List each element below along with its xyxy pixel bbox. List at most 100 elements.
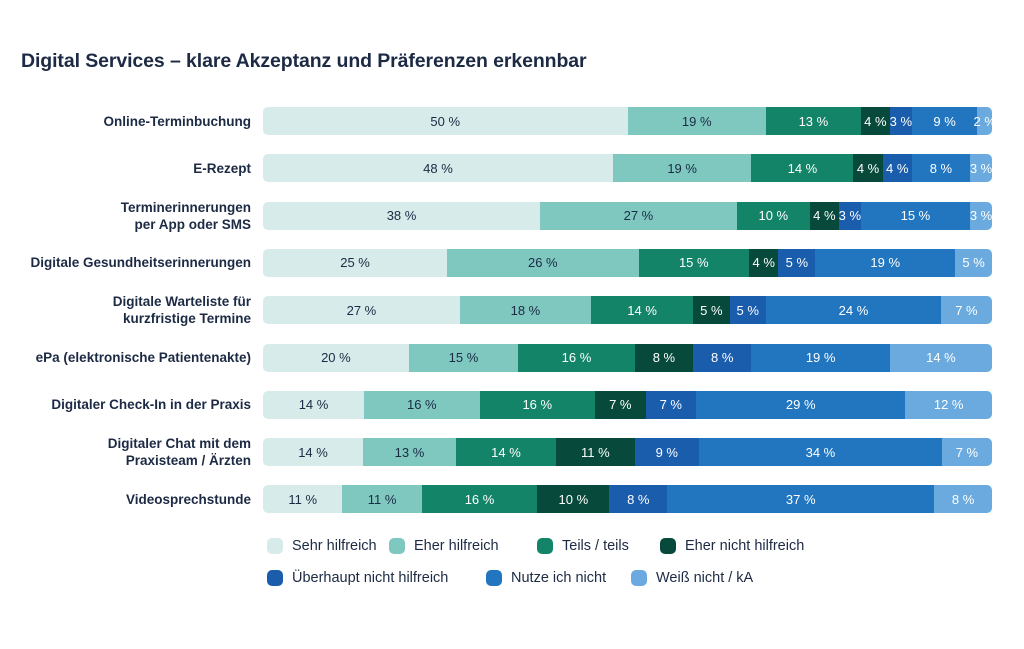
legend-swatch (537, 538, 553, 554)
data-label: 11 % (288, 491, 318, 507)
category-label: Online-Terminbuchung (104, 113, 252, 130)
data-label: 4 % (885, 160, 909, 176)
data-label: 38 % (386, 208, 417, 224)
bar-segment: 12 % (905, 390, 992, 419)
data-label: 15 % (448, 350, 479, 365)
data-label: 3 % (969, 160, 992, 176)
data-label: 8 % (711, 350, 734, 365)
bar-segment: 15 % (638, 248, 749, 277)
bar-segment: 10 % (537, 485, 610, 514)
bar-segment: 8 % (693, 343, 752, 372)
bar-segment: 5 % (778, 248, 816, 277)
stacked-bar: 20 % 15 % 16 % 8 % 8 % 19 % 14 % (263, 343, 992, 372)
legend-item: Sehr hilfreich (267, 538, 377, 554)
bar-segment: 7 % (941, 438, 992, 467)
bar-segment: 19 % (751, 343, 890, 372)
category-label: Digitale Warteliste für kurzfristige Term… (113, 293, 251, 327)
category-label-line: Videosprechstunde (125, 491, 251, 507)
stacked-bar: 48 % 19 % 14 % 4 % 4 % 8 % 3 % (263, 154, 992, 183)
bar-segment: 16 % (479, 390, 596, 419)
bar-segment: 4 % (882, 154, 912, 183)
legend-label: Eher nicht hilfreich (685, 538, 805, 554)
legend-item: Teils / teils (537, 538, 629, 554)
data-label: 8 % (627, 491, 650, 507)
legend-swatch (631, 570, 647, 586)
bar-segment: 5 % (693, 296, 730, 325)
data-label: 16 % (522, 397, 553, 413)
data-label: 8 % (951, 491, 975, 507)
bar-segment: 18 % (459, 296, 592, 325)
bar-segment: 11 % (263, 485, 343, 514)
bar-segment: 14 % (889, 343, 992, 372)
bar-segment: 16 % (518, 343, 635, 372)
data-label: 4 % (813, 208, 836, 224)
bar-segment: 38 % (263, 201, 541, 230)
stacked-bar: 27 % 18 % 14 % 5 % 5 % 24 % 7 % (263, 296, 992, 325)
legend-swatch (660, 538, 676, 554)
bar-segment: 7 % (940, 296, 992, 325)
category-label: Digitaler Chat mit dem Praxisteam / Ärzte… (108, 435, 251, 469)
bar-segment: 19 % (627, 107, 766, 135)
data-label: 4 % (856, 160, 880, 176)
stacked-bar: 14 % 16 % 16 % 7 % 7 % 29 % 12 % (263, 390, 992, 419)
data-label: 3 % (838, 208, 862, 224)
category-label-line: Digitale Warteliste für (112, 294, 251, 310)
bar-segment: 24 % (765, 296, 941, 325)
data-label: 7 % (609, 397, 632, 413)
bar-segment: 8 % (634, 343, 694, 372)
data-label: 48 % (423, 160, 453, 176)
bar-segment: 7 % (595, 390, 646, 419)
data-label: 16 % (561, 350, 592, 365)
data-label: 37 % (785, 491, 816, 507)
category-label: E-Rezept (193, 160, 251, 177)
bar-segment: 4 % (748, 248, 779, 277)
bar-segment: 15 % (408, 343, 519, 372)
data-label: 25 % (340, 255, 370, 271)
data-label: 14 % (627, 302, 657, 318)
bar-segment: 15 % (860, 201, 971, 230)
data-label: 5 % (736, 302, 759, 318)
data-label: 15 % (900, 208, 931, 224)
data-label: 14 % (491, 444, 521, 460)
data-label: 3 % (889, 113, 913, 129)
legend-label: Teils / teils (562, 538, 629, 554)
legend-swatch (267, 570, 283, 586)
data-label: 7 % (955, 302, 978, 318)
bar-segment: 5 % (955, 248, 992, 277)
data-label: 26 % (527, 255, 558, 271)
bar-segment: 3 % (838, 201, 862, 230)
bar-segment: 9 % (634, 438, 699, 467)
bar-segment: 14 % (751, 154, 854, 183)
bar-segment: 29 % (696, 390, 906, 419)
data-label: 4 % (752, 255, 775, 271)
category-label: Digitaler Check-In in der Praxis (51, 396, 251, 413)
category-label-line: E-Rezept (193, 160, 251, 176)
legend-item: Nutze ich nicht (486, 570, 606, 586)
category-label: ePa (elektronische Patientenakte) (36, 349, 251, 366)
data-label: 7 % (659, 397, 682, 413)
bar-segment: 9 % (911, 107, 978, 135)
legend-swatch (486, 570, 502, 586)
category-label: Digitale Gesundheitserinnerungen (30, 254, 251, 271)
data-label: 34 % (805, 444, 836, 460)
legend-label: Nutze ich nicht (511, 570, 607, 586)
data-label: 16 % (406, 397, 437, 413)
bar-segment: 14 % (263, 438, 364, 467)
data-label: 19 % (667, 160, 697, 176)
category-label-line: ePa (elektronische Patientenakte) (35, 350, 251, 365)
category-label-line: Terminerinnerungen (120, 199, 251, 215)
legend-label: Eher hilfreich (414, 538, 499, 554)
bar-segment: 13 % (766, 107, 861, 135)
bar-segment: 3 % (970, 201, 992, 230)
stacked-bar: 14 % 13 % 14 % 11 % 9 % 34 % 7 % (263, 438, 992, 467)
data-label: 13 % (394, 444, 425, 460)
bar-segment: 48 % (263, 154, 613, 183)
data-label: 20 % (321, 350, 351, 365)
data-label: 18 % (510, 302, 541, 318)
bar-segment: 14 % (591, 296, 694, 325)
data-label: 19 % (805, 350, 836, 365)
category-label: Videosprechstunde (126, 491, 251, 508)
data-label: 11 % (580, 444, 610, 460)
bar-segment: 4 % (809, 201, 839, 230)
bar-segment: 27 % (540, 201, 737, 230)
